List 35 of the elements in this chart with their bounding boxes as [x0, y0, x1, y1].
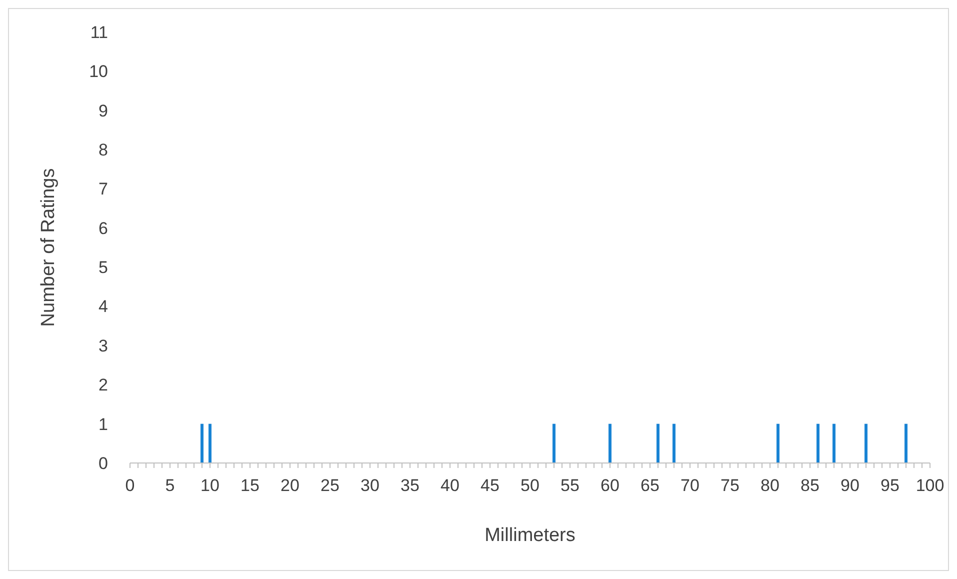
y-tick-label: 11	[90, 22, 108, 42]
x-tick-label: 50	[520, 476, 540, 495]
x-tick-label: 85	[800, 476, 820, 495]
x-tick-label: 15	[240, 476, 260, 495]
y-tick-label: 7	[98, 180, 108, 199]
x-tick-label: 60	[600, 476, 620, 495]
x-tick-label: 75	[720, 476, 740, 495]
x-tick-label: 30	[360, 476, 380, 495]
y-tick-label: 3	[98, 336, 108, 356]
x-tick-label: 40	[440, 476, 460, 495]
y-tick-label: 1	[98, 414, 108, 434]
x-axis-title: Millimeters	[484, 525, 576, 546]
y-tick-label: 5	[98, 258, 108, 278]
x-tick-label: 100	[916, 476, 944, 495]
y-tick-label: 2	[98, 376, 108, 395]
y-tick-label: 9	[98, 101, 108, 120]
x-tick-label: 70	[680, 476, 700, 495]
y-tick-label: 0	[98, 454, 108, 473]
x-tick-label: 65	[640, 476, 660, 495]
x-tick-label: 0	[125, 476, 135, 495]
y-tick-label: 10	[89, 62, 108, 82]
x-tick-label: 90	[840, 476, 860, 495]
x-tick-label: 5	[165, 476, 175, 495]
x-tick-label: 25	[320, 476, 340, 495]
x-tick-label: 10	[200, 476, 220, 495]
x-tick-label: 45	[480, 476, 500, 495]
x-tick-label: 20	[280, 476, 300, 495]
y-tick-label: 8	[98, 140, 108, 160]
y-axis-title: Number of Ratings	[38, 168, 59, 327]
x-tick-label: 35	[400, 476, 420, 495]
x-tick-label: 80	[760, 476, 780, 495]
y-tick-label: 6	[98, 218, 108, 238]
y-tick-label: 4	[98, 297, 108, 316]
x-tick-label: 95	[880, 476, 900, 495]
x-tick-label: 55	[560, 476, 580, 495]
